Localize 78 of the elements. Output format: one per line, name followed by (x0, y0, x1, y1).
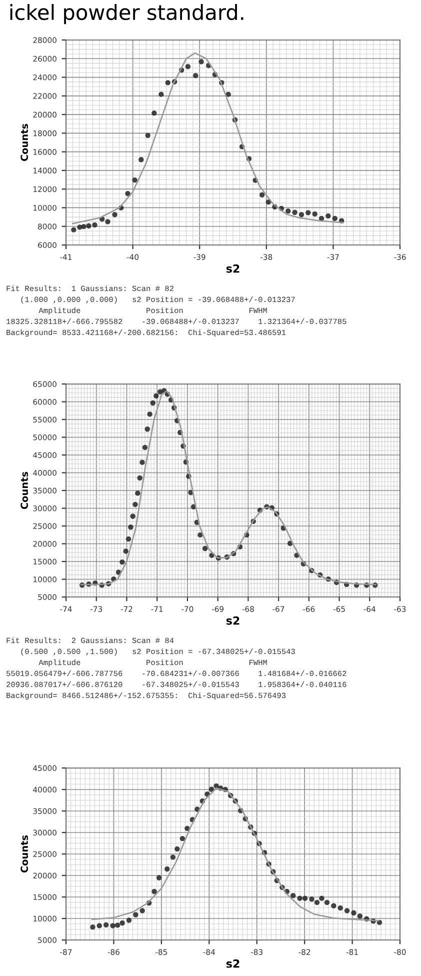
point (297, 896, 302, 901)
x-axis-title: s2 (226, 616, 240, 625)
point (105, 219, 110, 224)
point (156, 875, 162, 880)
point (259, 192, 265, 198)
point (71, 227, 76, 232)
point (332, 216, 338, 222)
y-axis-title: Counts (20, 835, 28, 873)
point (130, 514, 136, 519)
point (152, 888, 157, 894)
point (138, 157, 144, 162)
point (309, 896, 314, 902)
point (174, 846, 180, 852)
point (158, 92, 164, 97)
point (142, 444, 148, 450)
point (96, 923, 102, 928)
point (164, 866, 170, 872)
point (126, 536, 132, 542)
point (266, 199, 272, 205)
y-axis-title: Counts (20, 472, 28, 510)
point (208, 786, 214, 792)
point (110, 923, 116, 928)
point (312, 211, 318, 217)
point (314, 900, 320, 906)
point (120, 920, 125, 926)
x-axis-title: s2 (226, 959, 240, 968)
point (86, 223, 92, 228)
point (154, 393, 159, 398)
point (81, 224, 86, 230)
point (351, 910, 356, 916)
point (202, 546, 208, 552)
point (137, 475, 142, 481)
point (126, 918, 132, 923)
point (128, 524, 134, 530)
point (344, 908, 350, 914)
point (114, 922, 120, 928)
point (103, 922, 109, 928)
point (132, 502, 138, 508)
point (140, 460, 145, 465)
point (144, 426, 150, 432)
point (180, 836, 186, 842)
point (150, 400, 156, 406)
point (357, 914, 363, 919)
point (338, 905, 343, 911)
point (290, 892, 296, 898)
line-series (72, 52, 344, 224)
point (152, 110, 157, 116)
point (132, 177, 138, 183)
point (165, 80, 170, 86)
point (147, 412, 152, 417)
chart-title: ickel powder standard. (10, 4, 244, 24)
point (90, 924, 96, 930)
point (120, 559, 125, 565)
point (292, 210, 298, 215)
point (192, 72, 198, 78)
point (125, 190, 130, 196)
point (324, 900, 330, 906)
y-axis-title: Counts (20, 124, 28, 162)
point (319, 896, 324, 901)
point (326, 213, 331, 219)
point (286, 208, 291, 214)
point (170, 854, 176, 860)
x-axis-title: s2 (226, 264, 240, 273)
point (306, 210, 311, 216)
point (185, 64, 191, 70)
point (198, 59, 204, 64)
point (145, 132, 150, 138)
point (331, 903, 336, 908)
point (298, 212, 304, 218)
point (135, 490, 140, 496)
point (198, 532, 203, 538)
point (123, 548, 128, 554)
point (133, 912, 138, 918)
point (112, 212, 118, 218)
point (226, 92, 231, 97)
point (302, 896, 308, 901)
point (140, 908, 145, 914)
point (92, 222, 98, 228)
